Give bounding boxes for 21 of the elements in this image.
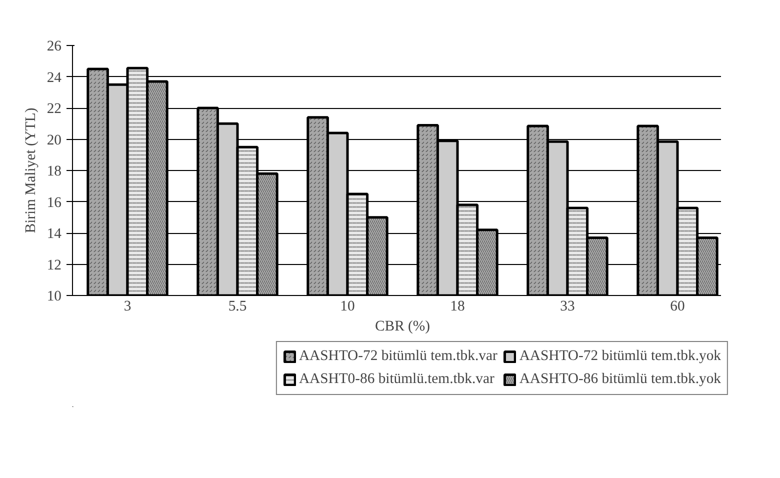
y-tick-label: 24 [46, 70, 62, 86]
y-tick-label: 20 [46, 132, 62, 148]
y-tick-label: 14 [46, 226, 62, 242]
y-tick-label: 10 [46, 288, 62, 304]
y-tick-label: 12 [46, 257, 62, 274]
x-axis-title: CBR (%) [375, 318, 430, 334]
x-tick-label: 10 [340, 298, 355, 314]
y-tick-label: 16 [46, 194, 62, 211]
y-tick-label: 18 [46, 164, 62, 180]
legend-label: AASHT0-86 bitümlü.tem.tbk.var [298, 371, 494, 388]
y-tick-label: 22 [46, 101, 62, 117]
x-tick-label: 18 [450, 298, 465, 314]
legend-label: AASHTO-72 bitümlü tem.tbk.yok [519, 348, 721, 365]
x-tick-label: 33 [560, 298, 575, 314]
legend-label: AASHTO-72 bitümlü tem.tbk.var [298, 348, 498, 365]
y-axis-title: Birim Maliyet (YTL) [22, 108, 39, 234]
legend-label: AASHTO-86 bitümlü tem.tbk.yok [519, 371, 721, 388]
x-tick-label: 3 [124, 298, 132, 314]
x-tick-label: 5.5 [228, 298, 247, 314]
x-tick-label: 60 [670, 298, 685, 314]
y-tick-label: 26 [46, 38, 62, 54]
